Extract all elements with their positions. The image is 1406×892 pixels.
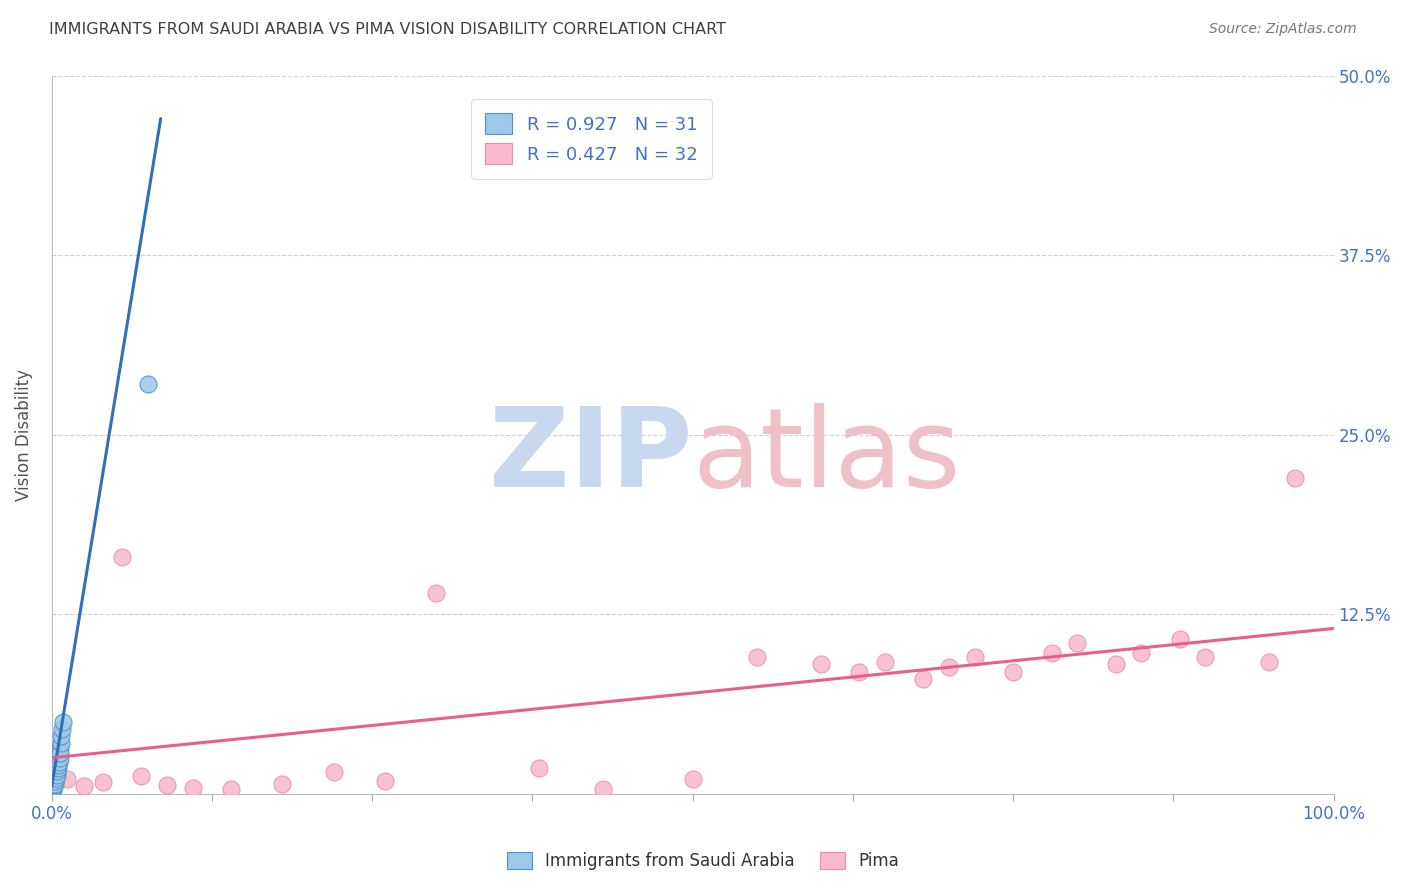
Point bbox=[42, 780, 65, 795]
Point bbox=[42, 780, 65, 794]
Point bbox=[1130, 646, 1153, 660]
Point bbox=[44, 776, 66, 790]
Point bbox=[48, 758, 70, 772]
Point bbox=[219, 782, 242, 797]
Point bbox=[49, 740, 72, 755]
Point bbox=[1258, 655, 1281, 669]
Point bbox=[48, 743, 70, 757]
Point bbox=[873, 655, 896, 669]
Point bbox=[49, 747, 72, 761]
Point bbox=[425, 585, 447, 599]
Point bbox=[1040, 646, 1063, 660]
Point bbox=[745, 650, 768, 665]
Point bbox=[592, 782, 614, 797]
Point bbox=[56, 772, 79, 787]
Point bbox=[46, 755, 69, 769]
Point bbox=[938, 660, 960, 674]
Point bbox=[45, 771, 67, 785]
Point bbox=[52, 714, 75, 729]
Point bbox=[848, 665, 870, 679]
Text: ZIP: ZIP bbox=[489, 402, 693, 509]
Point bbox=[1168, 632, 1191, 646]
Point bbox=[131, 769, 153, 783]
Point bbox=[44, 769, 66, 783]
Legend: R = 0.927   N = 31, R = 0.427   N = 32: R = 0.927 N = 31, R = 0.427 N = 32 bbox=[471, 99, 711, 178]
Point bbox=[374, 773, 396, 788]
Point bbox=[51, 722, 73, 736]
Point bbox=[48, 747, 70, 761]
Point bbox=[46, 751, 69, 765]
Legend: Immigrants from Saudi Arabia, Pima: Immigrants from Saudi Arabia, Pima bbox=[501, 845, 905, 877]
Point bbox=[45, 761, 67, 775]
Point bbox=[49, 736, 72, 750]
Point bbox=[963, 650, 986, 665]
Point bbox=[41, 784, 63, 798]
Point bbox=[46, 764, 69, 778]
Point bbox=[42, 782, 65, 797]
Point bbox=[181, 780, 204, 795]
Point bbox=[1104, 657, 1126, 672]
Point bbox=[45, 765, 67, 780]
Point bbox=[44, 772, 66, 787]
Point bbox=[91, 775, 114, 789]
Point bbox=[48, 755, 70, 769]
Text: atlas: atlas bbox=[693, 402, 962, 509]
Point bbox=[1194, 650, 1216, 665]
Point bbox=[73, 780, 96, 794]
Point bbox=[322, 765, 344, 780]
Point bbox=[1002, 665, 1025, 679]
Text: IMMIGRANTS FROM SAUDI ARABIA VS PIMA VISION DISABILITY CORRELATION CHART: IMMIGRANTS FROM SAUDI ARABIA VS PIMA VIS… bbox=[49, 22, 727, 37]
Point bbox=[682, 772, 704, 787]
Point bbox=[271, 776, 294, 790]
Text: Source: ZipAtlas.com: Source: ZipAtlas.com bbox=[1209, 22, 1357, 37]
Point bbox=[111, 549, 134, 564]
Point bbox=[46, 761, 69, 775]
Point bbox=[45, 758, 67, 772]
Point bbox=[45, 736, 67, 750]
Point bbox=[156, 778, 179, 792]
Point bbox=[912, 672, 935, 686]
Point bbox=[51, 729, 73, 743]
Point bbox=[1066, 636, 1088, 650]
Point bbox=[44, 773, 66, 788]
Point bbox=[527, 761, 550, 775]
Point bbox=[136, 377, 159, 392]
Point bbox=[42, 775, 65, 789]
Point bbox=[42, 778, 65, 792]
Point bbox=[810, 657, 832, 672]
Y-axis label: Vision Disability: Vision Disability bbox=[15, 368, 32, 500]
Point bbox=[1284, 471, 1306, 485]
Point bbox=[48, 751, 70, 765]
Point bbox=[45, 768, 67, 782]
